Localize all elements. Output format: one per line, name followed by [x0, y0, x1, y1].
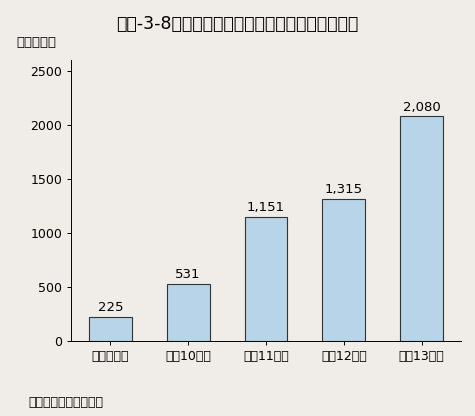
Text: 1,151: 1,151 — [247, 201, 285, 214]
Text: （百万円）: （百万円） — [17, 36, 57, 49]
Text: 531: 531 — [175, 268, 201, 281]
Bar — [89, 317, 132, 341]
Text: 第３-3-8図　研究開発評価のための予算額の推移: 第３-3-8図 研究開発評価のための予算額の推移 — [116, 15, 359, 32]
Text: 2,080: 2,080 — [403, 101, 440, 114]
Bar — [167, 284, 209, 341]
Bar — [400, 116, 443, 341]
Text: 225: 225 — [97, 301, 123, 314]
Text: 1,315: 1,315 — [325, 183, 363, 196]
Bar — [245, 217, 287, 341]
Text: 資料：文部科学省調べ: 資料：文部科学省調べ — [28, 396, 104, 409]
Bar — [323, 199, 365, 341]
